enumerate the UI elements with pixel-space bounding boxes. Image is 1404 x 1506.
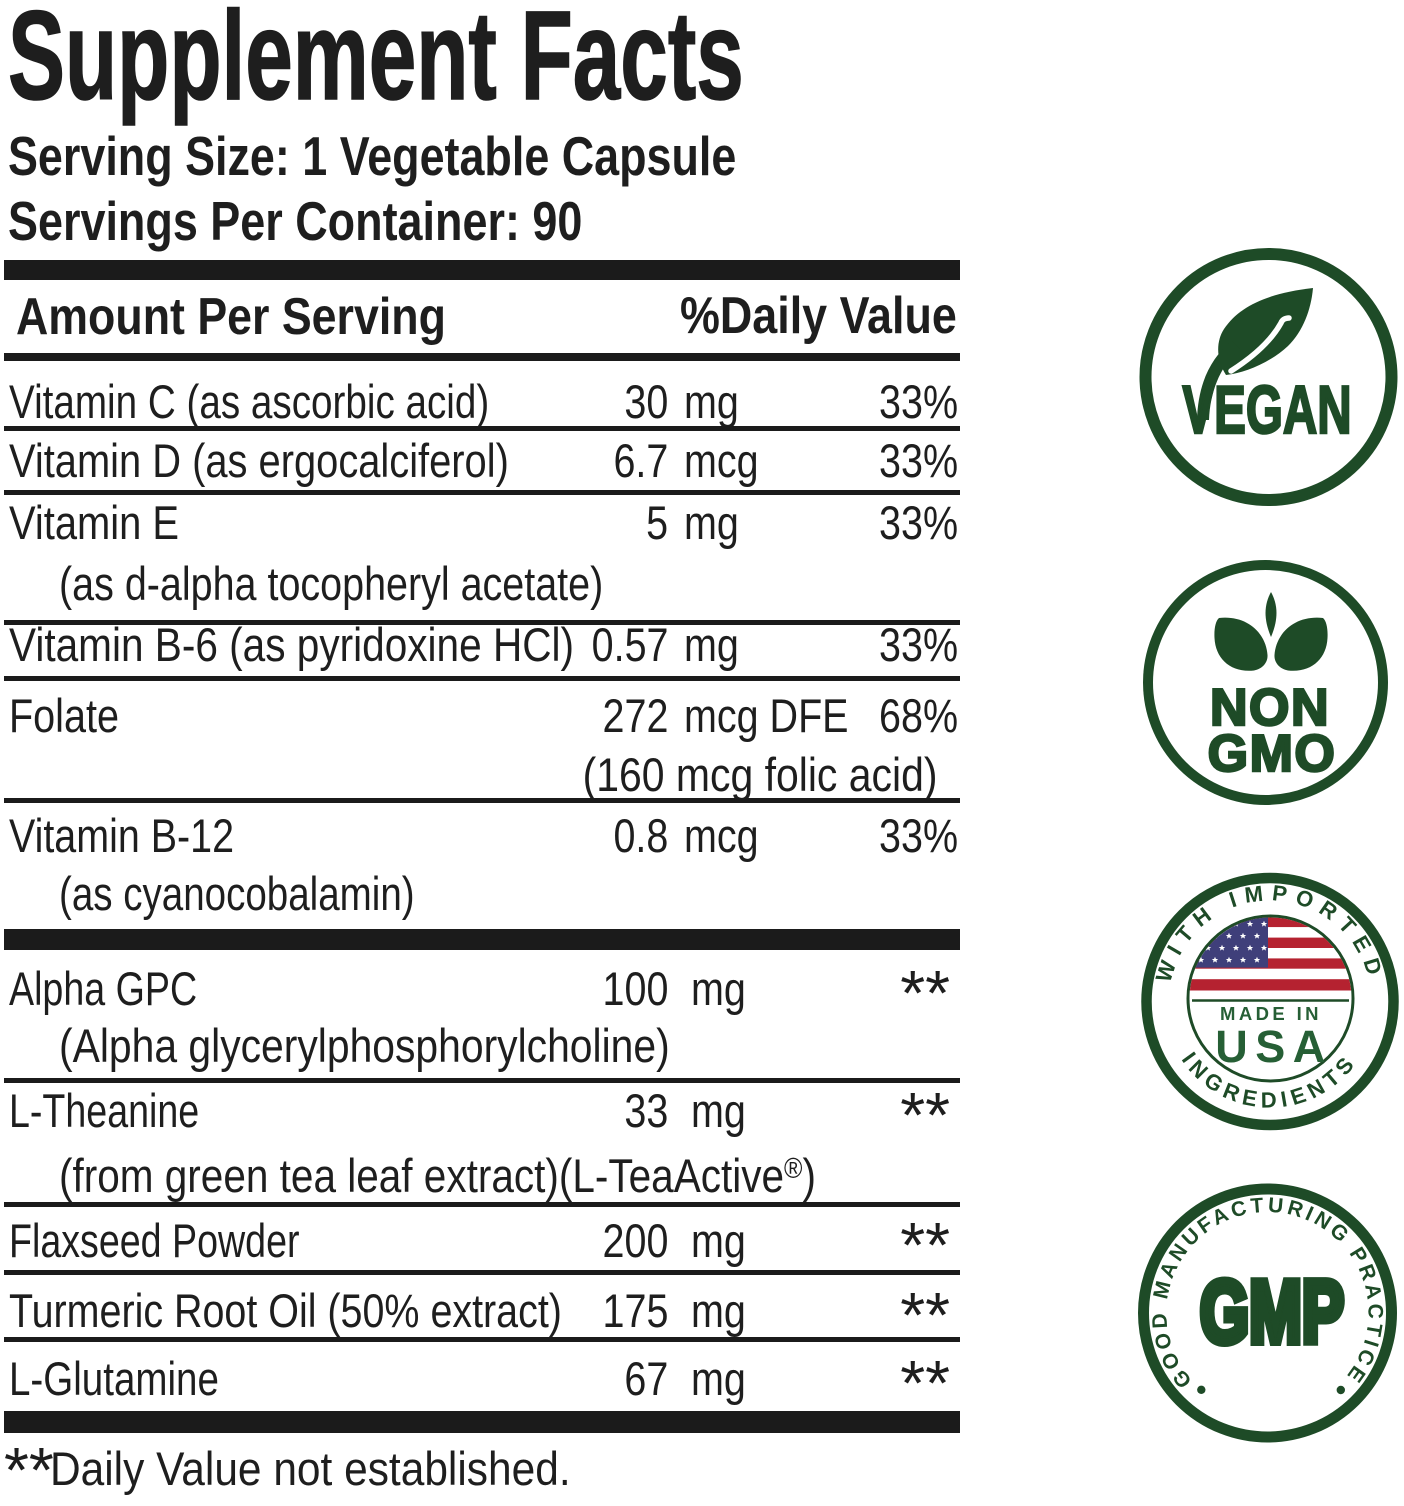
svg-text:VEGAN: VEGAN	[1182, 373, 1351, 448]
svg-text:NON: NON	[1210, 679, 1330, 737]
svg-text:GMP: GMP	[1200, 1264, 1344, 1362]
svg-text:USA: USA	[1215, 1021, 1333, 1072]
svg-text:MADE IN: MADE IN	[1220, 1003, 1322, 1024]
svg-text:GMO: GMO	[1208, 725, 1337, 783]
